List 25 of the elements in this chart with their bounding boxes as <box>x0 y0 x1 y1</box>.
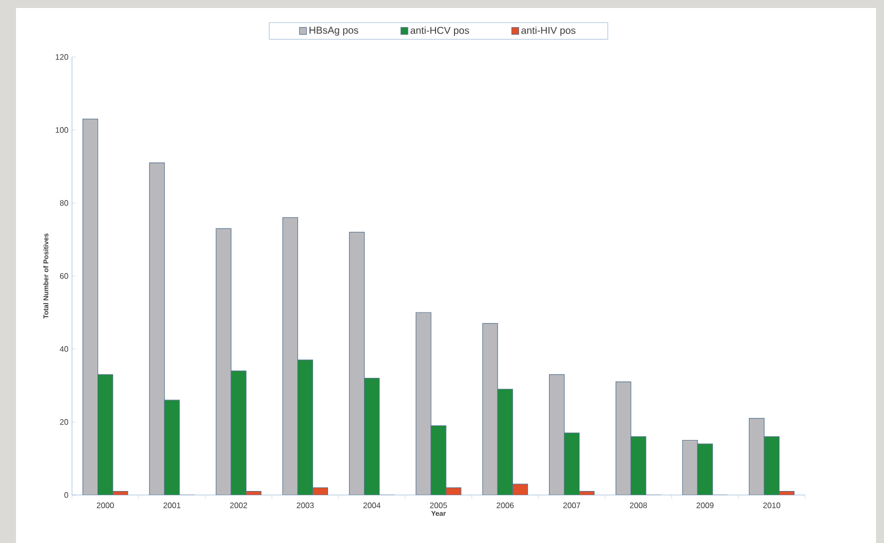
bar <box>282 217 298 495</box>
bar <box>748 418 764 495</box>
bar <box>482 323 498 495</box>
bar <box>216 228 232 495</box>
bar <box>149 162 165 495</box>
bar <box>82 118 98 495</box>
bar <box>697 444 713 495</box>
bar <box>630 436 646 495</box>
bar <box>616 382 632 495</box>
legend-label: anti-HCV pos <box>410 26 470 36</box>
bar <box>764 436 780 495</box>
bar <box>98 374 114 495</box>
bar <box>297 360 314 495</box>
bar <box>349 232 365 495</box>
legend-label: HBsAg pos <box>310 26 358 36</box>
bar <box>364 378 380 495</box>
bar <box>548 374 565 495</box>
legend-label: anti-HIV pos <box>521 26 576 36</box>
bar <box>682 440 698 495</box>
bar <box>497 388 513 495</box>
bar <box>164 400 180 495</box>
bar <box>564 432 580 495</box>
bar <box>230 370 246 495</box>
bar <box>416 312 432 495</box>
bar <box>430 425 446 495</box>
